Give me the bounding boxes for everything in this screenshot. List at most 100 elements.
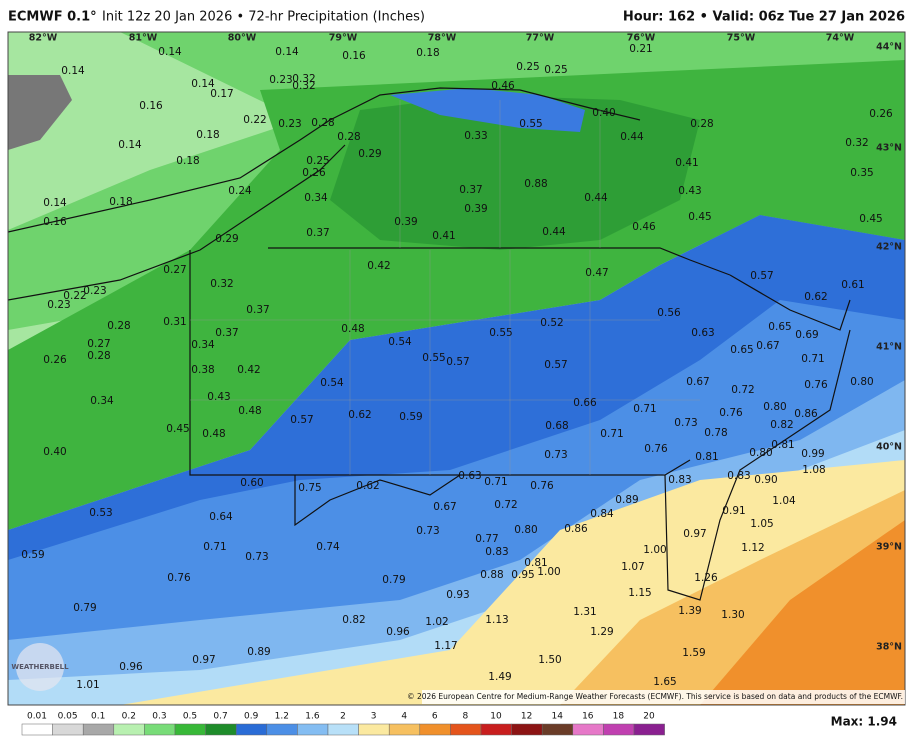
precip-value: 0.56: [657, 307, 681, 319]
precip-value: 0.55: [422, 352, 445, 364]
precip-value: 0.26: [43, 354, 67, 366]
precip-value: 1.00: [537, 566, 560, 578]
precip-value: 0.55: [489, 327, 512, 339]
precip-value: 0.76: [167, 572, 191, 584]
legend-swatch: [633, 723, 665, 736]
precip-value: 1.29: [590, 626, 613, 638]
precip-value: 0.76: [804, 379, 828, 391]
precip-value: 1.07: [621, 561, 644, 573]
precip-value: 0.84: [590, 508, 614, 520]
precip-value: 0.74: [316, 541, 340, 553]
precip-value: 1.39: [678, 605, 701, 617]
legend-tick-label: 1.6: [305, 712, 320, 722]
precip-value: 0.40: [43, 446, 66, 458]
legend-tick-label: 14: [551, 712, 563, 722]
legend-tick-label: 0.05: [58, 712, 78, 722]
county-lines: [190, 100, 700, 475]
precip-value: 0.86: [794, 408, 818, 420]
precip-value: 1.26: [694, 572, 718, 584]
latitude-label: 39°N: [876, 542, 902, 553]
legend-swatch: [358, 723, 390, 736]
precip-value: 0.16: [139, 100, 163, 112]
precip-value: 0.57: [750, 270, 773, 282]
legend-swatch: [297, 723, 329, 736]
precip-value: 0.89: [615, 494, 638, 506]
precip-value: 0.73: [245, 551, 268, 563]
precip-value: 0.48: [341, 323, 364, 335]
precip-value: 0.21: [629, 43, 652, 55]
borders: [8, 87, 851, 601]
precip-value: 0.44: [542, 226, 566, 238]
precip-value: 0.28: [107, 320, 130, 332]
precip-value: 0.71: [633, 403, 656, 415]
longitude-label: 76°W: [627, 33, 656, 44]
precip-value: 0.14: [158, 46, 182, 58]
precip-value: 0.93: [446, 589, 469, 601]
precip-value: 0.32: [292, 80, 315, 92]
precip-value: 0.32: [845, 137, 868, 149]
precip-value: 1.30: [721, 609, 744, 621]
precip-value: 0.29: [358, 148, 381, 160]
precip-value: 0.16: [43, 216, 67, 228]
precip-value: 0.23: [83, 285, 106, 297]
precip-value: 0.91: [722, 505, 745, 517]
latitude-label: 40°N: [876, 442, 902, 453]
legend-tick-label: 18: [613, 712, 625, 722]
precip-value: 0.72: [494, 499, 517, 511]
precip-value: 0.23: [278, 118, 301, 130]
legend-swatch: [511, 723, 543, 736]
logo: WEATHERBELL: [11, 643, 69, 691]
precip-value: 0.39: [464, 203, 487, 215]
precip-value: 0.81: [524, 557, 547, 569]
precip-value: 0.14: [191, 78, 215, 90]
legend-swatch: [52, 723, 84, 736]
precip-value: 1.04: [772, 495, 796, 507]
legend-tick-label: 0.5: [183, 712, 197, 722]
precip-value: 0.82: [770, 419, 793, 431]
legend-tick-label: 0.9: [244, 712, 259, 722]
precip-value: 1.31: [573, 606, 596, 618]
precip-value: 0.44: [620, 131, 644, 143]
legend-tick-label: 0.1: [91, 712, 105, 722]
precip-value: 0.26: [302, 167, 326, 179]
legend-tick-label: 8: [463, 712, 469, 722]
precip-value: 0.64: [209, 511, 233, 523]
precip-value: 0.25: [544, 64, 567, 76]
max-value: Max: 1.94: [831, 715, 897, 729]
precip-value: 0.46: [491, 80, 515, 92]
copyright: © 2026 European Centre for Medium-Range …: [407, 692, 903, 701]
precip-value: 0.65: [730, 344, 753, 356]
precip-value: 0.63: [691, 327, 714, 339]
precip-value: 0.77: [475, 533, 498, 545]
precip-value: 0.81: [771, 439, 794, 451]
precip-value: 0.75: [298, 482, 321, 494]
precip-value: 0.99: [801, 448, 824, 460]
precip-value: 0.28: [690, 118, 713, 130]
precip-value: 0.61: [841, 279, 864, 291]
precip-value: 0.18: [416, 47, 439, 59]
legend-swatch: [419, 723, 451, 736]
precip-value: 1.59: [682, 647, 705, 659]
map: [7, 31, 906, 706]
precip-value: 0.62: [356, 480, 379, 492]
legend-swatch: [450, 723, 482, 736]
precip-value: 1.50: [538, 654, 561, 666]
precip-value: 0.66: [573, 397, 597, 409]
legend-tick-label: 0.7: [213, 712, 227, 722]
legend-tick-label: 20: [643, 712, 655, 722]
latitude-label: 42°N: [876, 242, 902, 253]
precip-value: 1.02: [425, 616, 448, 628]
precip-value: 0.40: [592, 107, 615, 119]
precip-value: 0.73: [416, 525, 439, 537]
logo-text: WEATHERBELL: [11, 663, 69, 671]
legend-swatch: [144, 723, 176, 736]
precip-value: 0.44: [584, 192, 608, 204]
precip-value: 0.17: [210, 88, 233, 100]
precip-value: 0.60: [240, 477, 263, 489]
precip-value: 0.88: [524, 178, 547, 190]
precip-value: 0.67: [756, 340, 779, 352]
precip-value: 0.25: [306, 155, 329, 167]
precip-value: 0.54: [320, 377, 344, 389]
legend-swatch: [388, 723, 421, 736]
map-frame: [7, 31, 906, 706]
